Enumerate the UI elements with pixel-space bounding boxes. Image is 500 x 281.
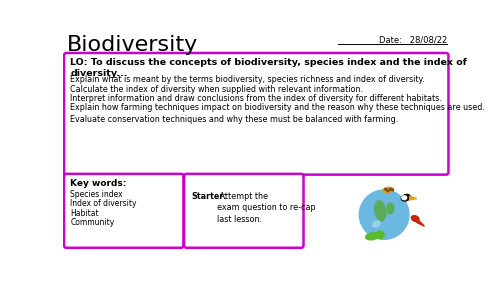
FancyBboxPatch shape [64,174,184,248]
Ellipse shape [373,221,380,227]
Ellipse shape [374,201,386,221]
Ellipse shape [366,233,380,240]
Ellipse shape [412,216,419,221]
Text: Starter:: Starter: [191,192,227,201]
Circle shape [376,231,384,239]
Text: Date:   28/08/22: Date: 28/08/22 [378,35,447,44]
Text: Species index: Species index [70,190,123,199]
Ellipse shape [402,194,410,201]
Circle shape [390,188,392,190]
Circle shape [387,190,389,192]
Circle shape [384,188,386,190]
Circle shape [360,190,409,239]
Ellipse shape [387,203,394,214]
Ellipse shape [382,187,394,193]
Text: Key words:: Key words: [70,179,126,188]
Text: Evaluate conservation techniques and why these must be balanced with farming.: Evaluate conservation techniques and why… [70,115,398,124]
Polygon shape [410,196,416,200]
Text: Habitat: Habitat [70,209,99,217]
Text: Explain how farming techniques impact on biodiversity and the reason why these t: Explain how farming techniques impact on… [70,103,485,112]
FancyBboxPatch shape [184,174,304,248]
Text: LO: To discuss the concepts of biodiversity, species index and the index of
dive: LO: To discuss the concepts of biodivers… [70,58,467,78]
FancyBboxPatch shape [64,53,448,175]
Text: Community: Community [70,218,114,227]
Ellipse shape [402,196,406,200]
Text: Calculate the index of diversity when supplied with relevant information.: Calculate the index of diversity when su… [70,85,363,94]
Text: Index of diversity: Index of diversity [70,199,137,208]
Text: Biodiversity: Biodiversity [67,35,198,55]
Text: Interpret information and draw conclusions from the index of diversity for diffe: Interpret information and draw conclusio… [70,94,442,103]
Text: Attempt the
exam question to re-cap
last lesson.: Attempt the exam question to re-cap last… [216,192,316,224]
Circle shape [392,189,394,191]
Text: Explain what is meant by the terms biodiversity, species richness and index of d: Explain what is meant by the terms biodi… [70,75,425,84]
Polygon shape [416,220,424,226]
